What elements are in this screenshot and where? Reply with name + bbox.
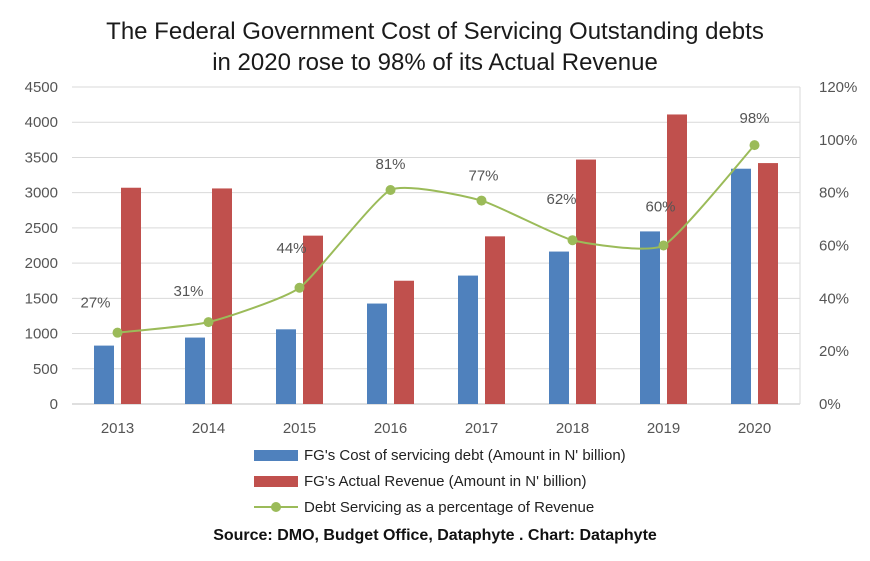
bar-cost-2020 bbox=[731, 168, 751, 404]
bar-cost-2015 bbox=[276, 329, 296, 404]
legend-swatch-revenue bbox=[254, 475, 298, 487]
bar-cost-2013 bbox=[94, 345, 114, 404]
bar-cost-2018 bbox=[549, 251, 569, 404]
bar-revenue-2017 bbox=[485, 236, 505, 404]
chart-title-line-2: in 2020 rose to 98% of its Actual Revenu… bbox=[212, 49, 658, 76]
marker-percentage-2018 bbox=[567, 235, 578, 246]
y-left-tick-label: 1500 bbox=[25, 290, 58, 307]
marker-percentage-2019 bbox=[658, 240, 669, 251]
y-right-tick-label: 0% bbox=[819, 396, 841, 413]
legend-item-percentage: Debt Servicing as a percentage of Revenu… bbox=[254, 494, 626, 520]
legend-label-cost: FG's Cost of servicing debt (Amount in N… bbox=[304, 446, 626, 464]
chart-title-line-1: The Federal Government Cost of Servicing… bbox=[106, 18, 764, 45]
y-left-tick-label: 500 bbox=[33, 361, 58, 378]
data-label-percentage-2020: 98% bbox=[739, 110, 769, 127]
legend-item-revenue: FG's Actual Revenue (Amount in N' billio… bbox=[254, 468, 626, 494]
legend-label-percentage: Debt Servicing as a percentage of Revenu… bbox=[304, 498, 595, 516]
bar-revenue-2015 bbox=[303, 235, 323, 404]
y-left-tick-label: 2500 bbox=[25, 220, 58, 237]
y-left-tick-label: 1000 bbox=[25, 326, 58, 343]
y-right-tick-label: 20% bbox=[819, 343, 849, 360]
bar-revenue-2016 bbox=[394, 280, 414, 404]
x-tick-label: 2018 bbox=[556, 420, 589, 437]
y-right-tick-label: 40% bbox=[819, 290, 849, 307]
legend-swatch-percentage bbox=[254, 500, 298, 514]
bar-revenue-2013 bbox=[121, 187, 141, 404]
bar-cost-2016 bbox=[367, 303, 387, 404]
bar-revenue-2014 bbox=[212, 188, 232, 404]
data-label-percentage-2014: 31% bbox=[173, 283, 203, 300]
data-label-percentage-2013: 27% bbox=[80, 295, 110, 312]
y-left-tick-label: 4500 bbox=[25, 79, 58, 96]
bar-cost-2014 bbox=[185, 337, 205, 404]
x-tick-label: 2017 bbox=[465, 420, 498, 437]
marker-percentage-2013 bbox=[112, 327, 123, 338]
legend-item-cost: FG's Cost of servicing debt (Amount in N… bbox=[254, 442, 626, 468]
legend-label-revenue: FG's Actual Revenue (Amount in N' billio… bbox=[304, 472, 587, 490]
y-right-tick-label: 120% bbox=[819, 79, 857, 96]
marker-percentage-2020 bbox=[749, 140, 760, 151]
y-right-tick-label: 60% bbox=[819, 238, 849, 255]
y-left-tick-label: 3500 bbox=[25, 149, 58, 166]
data-label-percentage-2019: 60% bbox=[645, 199, 675, 216]
y-right-tick-label: 80% bbox=[819, 185, 849, 202]
chart-legend: FG's Cost of servicing debt (Amount in N… bbox=[254, 442, 626, 520]
x-tick-label: 2016 bbox=[374, 420, 407, 437]
marker-percentage-2017 bbox=[476, 195, 487, 206]
bar-revenue-2019 bbox=[667, 114, 687, 405]
x-tick-label: 2015 bbox=[283, 420, 316, 437]
legend-swatch-cost bbox=[254, 449, 298, 461]
bar-revenue-2018 bbox=[576, 159, 596, 404]
data-label-percentage-2018: 62% bbox=[546, 191, 576, 208]
bar-cost-2017 bbox=[458, 275, 478, 404]
bar-revenue-2020 bbox=[758, 163, 778, 404]
data-label-percentage-2016: 81% bbox=[375, 156, 405, 173]
data-label-percentage-2015: 44% bbox=[276, 240, 306, 257]
marker-percentage-2016 bbox=[385, 185, 396, 196]
marker-percentage-2015 bbox=[294, 282, 305, 293]
chart-title: The Federal Government Cost of Servicing… bbox=[0, 16, 870, 78]
y-right-tick-label: 100% bbox=[819, 132, 857, 149]
y-left-tick-label: 2000 bbox=[25, 255, 58, 272]
source-note: Source: DMO, Budget Office, Dataphyte . … bbox=[213, 527, 657, 544]
y-left-tick-label: 3000 bbox=[25, 185, 58, 202]
y-left-tick-label: 4000 bbox=[25, 114, 58, 131]
x-tick-label: 2014 bbox=[192, 420, 225, 437]
y-left-tick-label: 0 bbox=[50, 396, 58, 413]
x-tick-label: 2013 bbox=[101, 420, 134, 437]
marker-percentage-2014 bbox=[203, 317, 214, 328]
combo-chart: 0 500 1000 1500 2000 2500 3000 3500 4000 4500 0% 20… bbox=[25, 79, 858, 437]
x-tick-label: 2019 bbox=[647, 420, 680, 437]
bar-cost-2019 bbox=[640, 231, 660, 404]
data-label-percentage-2017: 77% bbox=[468, 168, 498, 185]
x-tick-label: 2020 bbox=[738, 420, 771, 437]
